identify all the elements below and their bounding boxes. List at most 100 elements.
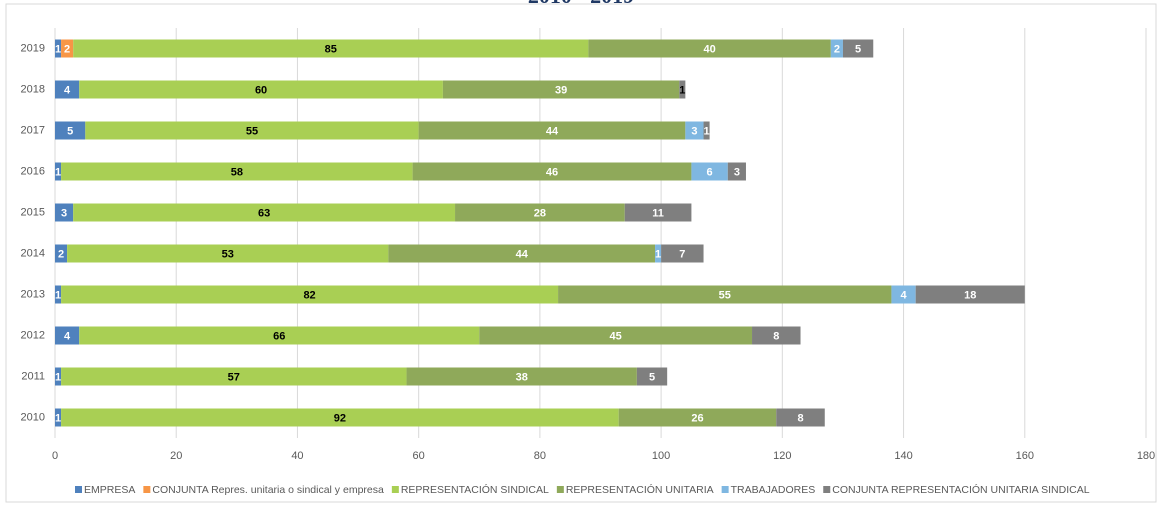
bar-segment (830, 39, 843, 58)
data-label: 1 (55, 289, 61, 301)
data-label: 8 (773, 330, 779, 342)
bar-segment (842, 39, 874, 58)
y-tick-label: 2014 (21, 247, 45, 259)
legend-swatch (391, 486, 399, 493)
data-label: 1 (55, 166, 61, 178)
bar-segment (55, 80, 80, 99)
x-tick-label: 160 (1016, 450, 1034, 462)
y-tick-label: 2017 (21, 124, 45, 136)
bar-segment (691, 162, 728, 181)
data-label: 46 (546, 166, 558, 178)
data-label: 58 (231, 166, 243, 178)
data-label: 60 (255, 84, 267, 96)
bar-segment (55, 244, 68, 263)
x-tick-label: 40 (291, 450, 303, 462)
bar-segment (588, 39, 831, 58)
data-label: 44 (516, 248, 529, 260)
legend-label: EMPRESA (84, 484, 135, 496)
y-tick-label: 2011 (21, 370, 45, 382)
bar-segment (636, 367, 668, 386)
x-tick-label: 120 (773, 450, 791, 462)
bar-segment (73, 39, 589, 58)
data-label: 3 (61, 207, 67, 219)
data-label: 55 (719, 289, 731, 301)
data-label: 92 (334, 412, 346, 424)
bar-segment (679, 80, 686, 99)
data-label: 1 (55, 412, 61, 424)
bar-segment (79, 326, 480, 345)
y-tick-label: 2015 (21, 206, 45, 218)
data-label: 45 (610, 330, 622, 342)
data-label: 1 (55, 371, 61, 383)
data-label: 4 (900, 289, 907, 301)
data-label: 4 (64, 84, 71, 96)
x-tick-label: 100 (652, 450, 670, 462)
data-label: 38 (516, 371, 528, 383)
data-label: 1 (679, 84, 685, 96)
legend-swatch (721, 486, 729, 493)
bar-segment (624, 203, 692, 222)
x-tick-label: 0 (52, 450, 58, 462)
legend-swatch (75, 486, 82, 493)
data-label: 7 (679, 248, 685, 260)
legend-swatch (143, 486, 151, 493)
data-label: 2 (834, 43, 840, 55)
bar-segment (55, 121, 86, 140)
data-label: 18 (964, 289, 976, 301)
data-label: 82 (303, 289, 315, 301)
data-label: 3 (734, 166, 740, 178)
data-label: 5 (649, 371, 655, 383)
legend-label: REPRESENTACIÓN SINDICAL (401, 483, 549, 496)
data-label: 1 (655, 248, 661, 260)
data-label: 5 (855, 43, 861, 55)
bar-segment (661, 244, 704, 263)
data-label: 4 (64, 330, 71, 342)
bar-segment (85, 121, 419, 140)
chart-border (5, 3, 1157, 503)
y-tick-label: 2019 (21, 42, 45, 54)
x-tick-label: 20 (170, 450, 182, 462)
bar-segment (655, 244, 662, 263)
data-label: 2 (58, 248, 64, 260)
data-label: 6 (707, 166, 713, 178)
data-label: 11 (652, 207, 664, 219)
bar-segment (703, 121, 710, 140)
bar-segment (891, 285, 916, 304)
bar-segment (752, 326, 801, 345)
bar-segment (618, 408, 777, 427)
x-tick-label: 140 (894, 450, 912, 462)
data-label: 85 (325, 43, 337, 55)
data-label: 1 (55, 43, 61, 55)
bar-segment (479, 326, 753, 345)
bar-segment (55, 408, 62, 427)
legend-swatch (823, 486, 831, 493)
bar-segment (388, 244, 656, 263)
bar-segment (61, 408, 619, 427)
y-tick-label: 2012 (21, 329, 45, 341)
data-label: 63 (258, 207, 270, 219)
bar-segment (776, 408, 825, 427)
x-tick-label: 180 (1137, 450, 1155, 462)
bar-segment (442, 80, 680, 99)
bar-segment (61, 367, 407, 386)
data-label: 28 (534, 207, 546, 219)
legend-label: TRABAJADORES (731, 484, 816, 496)
bar-segment (412, 162, 692, 181)
data-label: 8 (797, 412, 803, 424)
bar-segment (455, 203, 625, 222)
bar-segment (61, 39, 74, 58)
data-label: 57 (228, 371, 240, 383)
bar-segment (55, 203, 74, 222)
data-label: 55 (246, 125, 258, 137)
bar-segment (55, 285, 62, 304)
y-tick-label: 2016 (21, 165, 45, 177)
data-label: 1 (703, 125, 709, 137)
data-label: 44 (546, 125, 559, 137)
bar-segment (915, 285, 1025, 304)
y-tick-label: 2018 (21, 83, 45, 95)
bar-segment (55, 326, 80, 345)
data-label: 39 (555, 84, 567, 96)
data-label: 5 (67, 125, 73, 137)
bar-segment (55, 367, 62, 386)
